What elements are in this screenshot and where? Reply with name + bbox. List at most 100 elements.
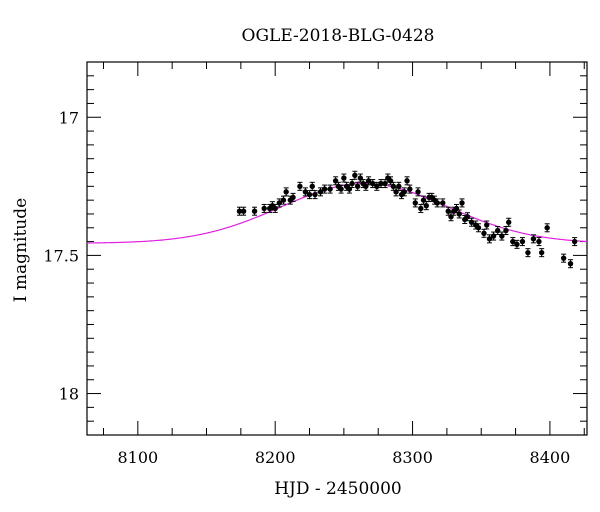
y-tick-label: 17.5: [43, 246, 79, 265]
data-point: [357, 173, 364, 183]
point-marker: [396, 183, 402, 190]
plot-frame: [86, 61, 588, 436]
point-marker: [503, 227, 509, 234]
data-point: [571, 237, 578, 247]
point-marker: [412, 200, 418, 206]
point-marker: [499, 233, 505, 239]
data-point: [261, 203, 267, 213]
data-point: [481, 228, 487, 238]
x-tick-label: 8300: [392, 448, 433, 467]
data-point: [317, 187, 324, 197]
data-point: [276, 198, 283, 208]
data-point: [240, 206, 247, 216]
data-point: [423, 201, 429, 211]
point-marker: [475, 225, 482, 231]
x-tick-label: 8100: [117, 448, 158, 467]
point-marker: [440, 200, 446, 206]
y-tick-label: 17: [59, 108, 79, 127]
data-point: [280, 195, 287, 205]
point-marker: [349, 180, 355, 187]
point-marker: [297, 183, 303, 190]
point-marker: [276, 200, 283, 206]
point-marker: [374, 183, 380, 190]
point-marker: [352, 172, 358, 178]
data-point: [456, 209, 462, 219]
point-marker: [560, 255, 567, 261]
data-point: [434, 198, 440, 208]
point-marker: [567, 260, 574, 267]
data-point: [506, 217, 512, 227]
point-marker: [514, 241, 520, 248]
point-marker: [251, 208, 258, 214]
data-point: [560, 253, 567, 263]
y-tick-labels: 17 17.5 18: [43, 108, 79, 403]
point-marker: [321, 186, 328, 192]
point-marker: [415, 189, 421, 195]
point-marker: [538, 249, 545, 256]
x-tick-label: 8200: [255, 448, 296, 467]
data-point: [396, 181, 402, 191]
data-point: [302, 187, 309, 197]
point-marker: [536, 238, 542, 245]
data-point: [297, 181, 303, 191]
data-point: [283, 187, 289, 197]
data-point: [448, 212, 454, 222]
point-marker: [378, 180, 384, 187]
data-point: [349, 179, 355, 189]
point-marker: [456, 211, 462, 217]
data-point: [412, 198, 418, 208]
point-marker: [530, 236, 537, 242]
point-marker: [306, 191, 313, 198]
point-marker: [506, 219, 512, 225]
x-axis-label: HJD - 2450000: [274, 479, 402, 499]
point-marker: [312, 191, 318, 198]
data-point: [341, 173, 347, 183]
data-point: [510, 237, 516, 247]
point-marker: [459, 200, 465, 206]
data-point: [338, 184, 344, 194]
point-marker: [484, 222, 490, 228]
data-point: [418, 203, 424, 213]
data-point: [327, 184, 333, 194]
point-marker: [338, 186, 344, 192]
data-point: [332, 176, 339, 186]
data-point: [536, 237, 542, 247]
point-marker: [240, 208, 247, 214]
point-marker: [370, 180, 376, 187]
data-point: [440, 198, 446, 208]
data-point: [499, 231, 505, 241]
data-point: [495, 226, 501, 236]
point-marker: [571, 238, 578, 245]
point-marker: [464, 214, 471, 220]
data-point: [490, 231, 497, 241]
point-marker: [519, 238, 526, 245]
data-point: [321, 184, 328, 194]
point-marker: [280, 197, 287, 203]
point-marker: [354, 183, 361, 190]
point-marker: [341, 175, 347, 181]
point-marker: [418, 205, 424, 212]
point-marker: [309, 183, 315, 190]
point-marker: [365, 178, 372, 184]
point-marker: [317, 189, 324, 195]
data-point: [312, 190, 318, 200]
data-point: [567, 259, 574, 269]
x-tick-labels: 8100 8200 8300 8400: [117, 448, 570, 467]
point-marker: [261, 205, 267, 212]
point-marker: [407, 186, 413, 192]
point-marker: [544, 225, 550, 231]
data-point: [544, 223, 550, 233]
data-point: [382, 179, 388, 189]
data-point: [538, 248, 545, 258]
point-marker: [236, 208, 243, 214]
point-marker: [283, 189, 289, 195]
data-point: [309, 181, 315, 191]
model-curve: [86, 182, 588, 244]
point-marker: [490, 233, 497, 239]
y-tick-label: 18: [59, 385, 79, 404]
point-marker: [302, 189, 309, 195]
data-point: [374, 181, 380, 191]
data-point: [464, 212, 471, 222]
data-point: [352, 170, 358, 180]
